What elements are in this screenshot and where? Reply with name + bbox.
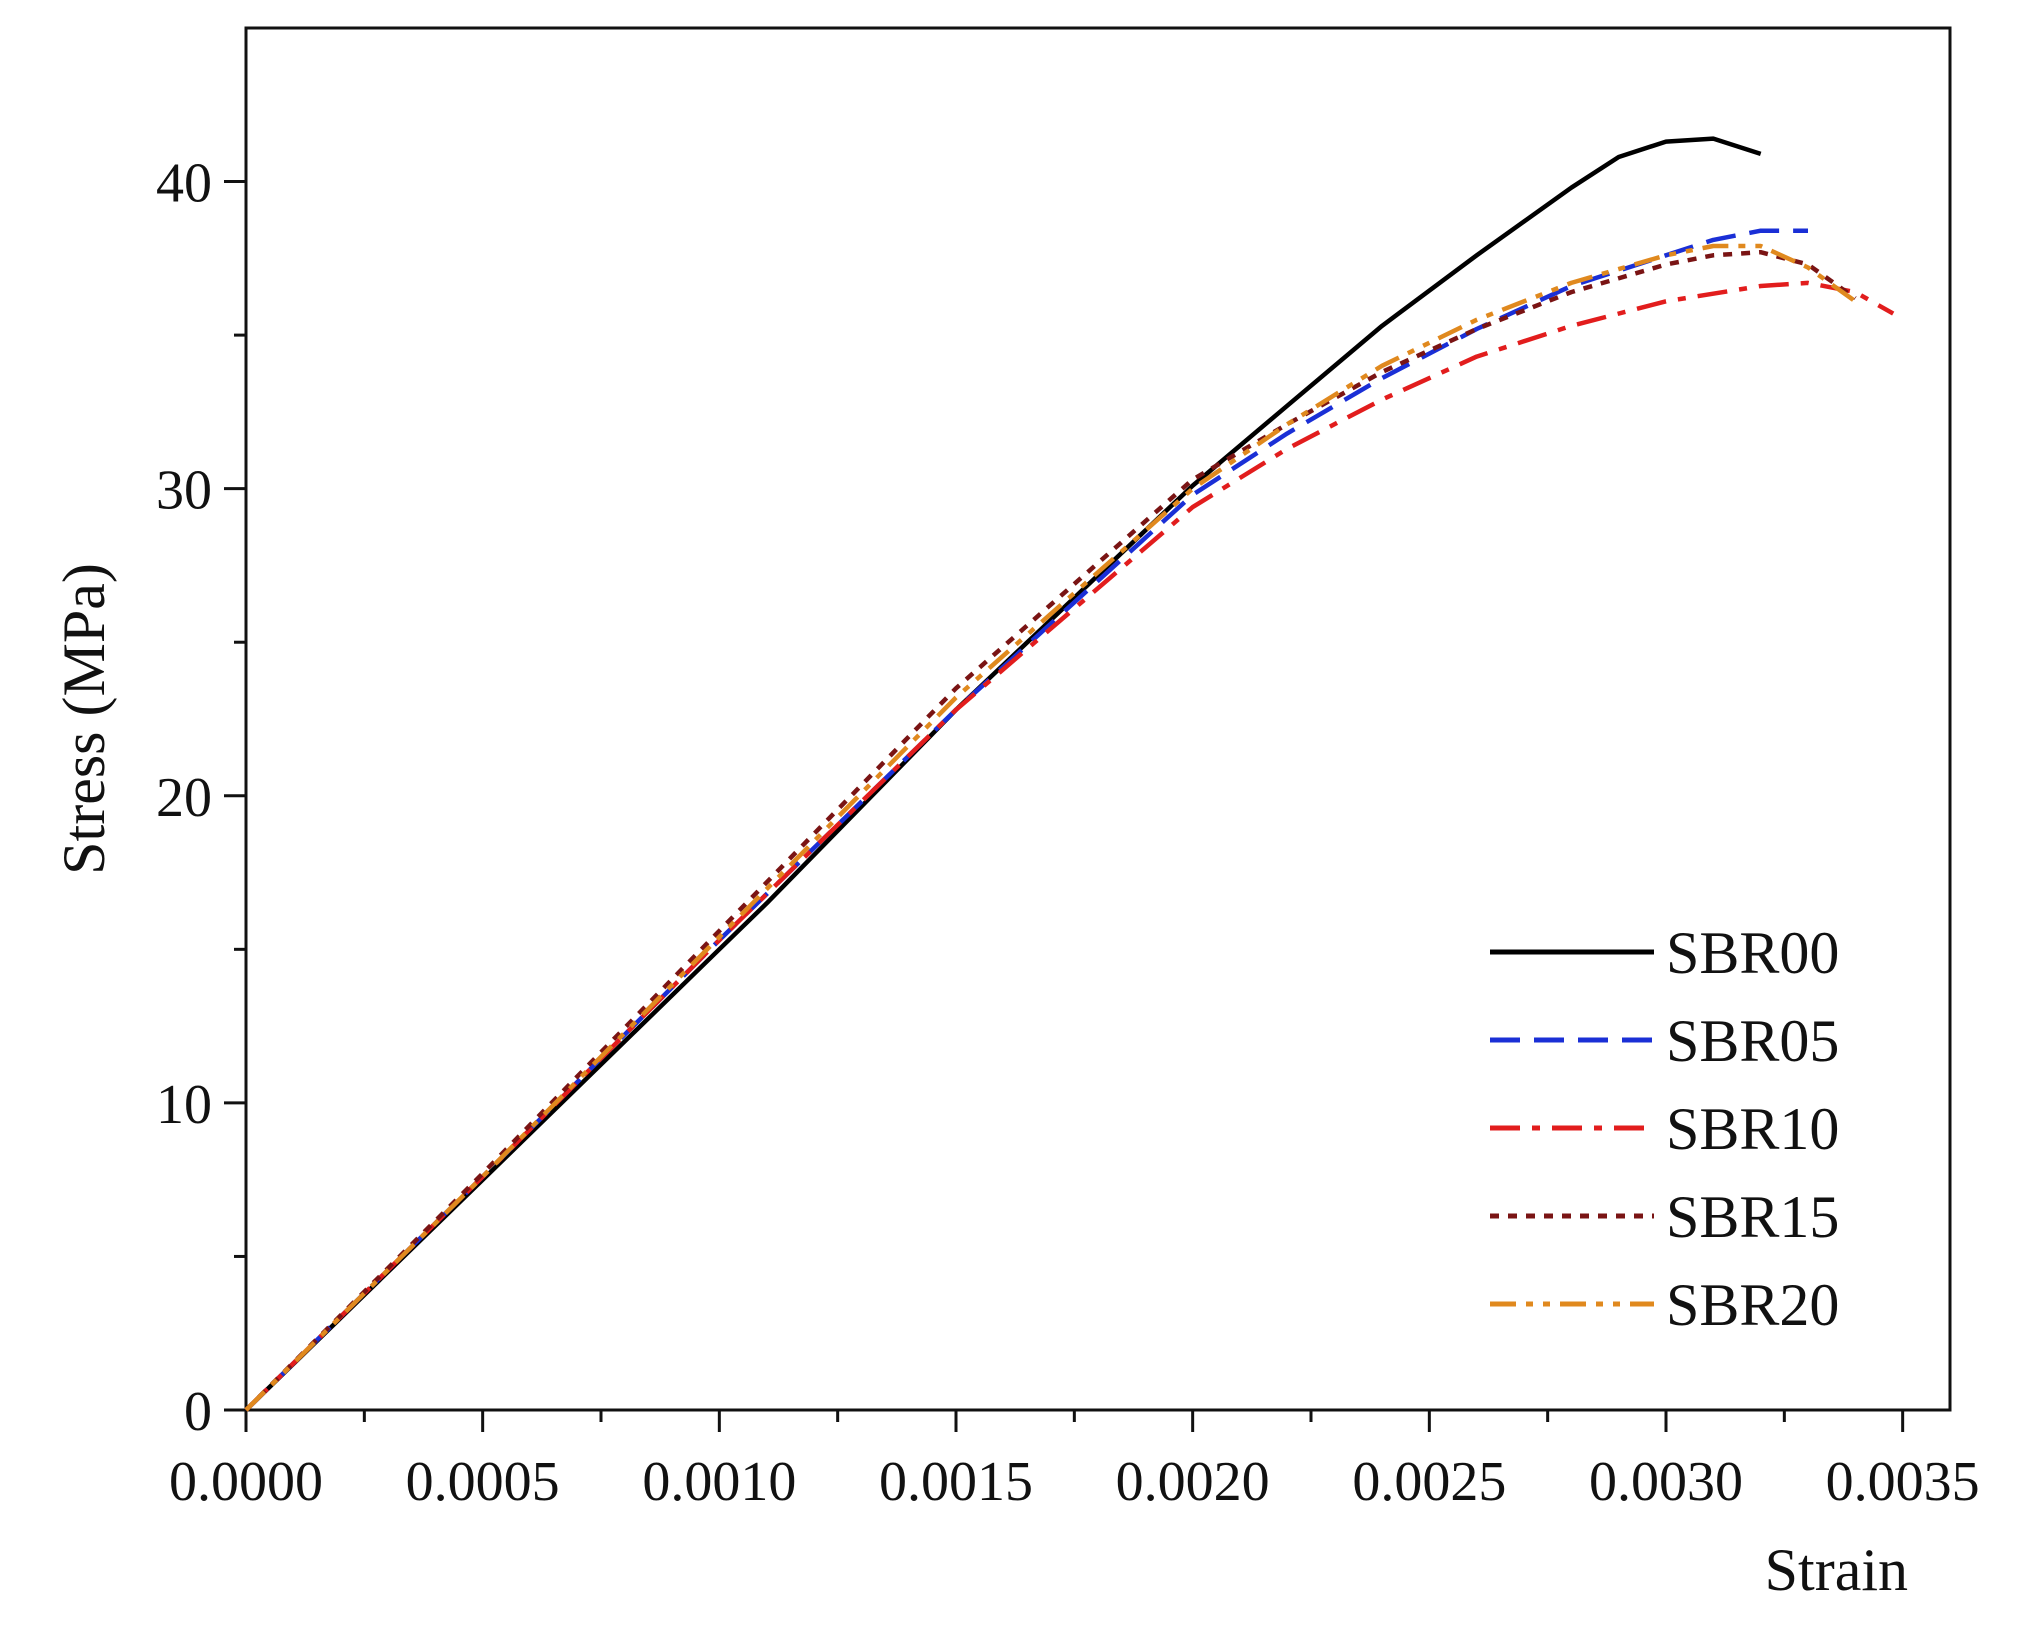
y-axis-title: Stress (MPa) [51, 563, 117, 875]
legend-label-sbr05: SBR05 [1666, 1008, 1839, 1074]
x-axis-title: Strain [1765, 1537, 1908, 1603]
legend-label-sbr00: SBR00 [1666, 920, 1839, 986]
y-tick-label: 10 [156, 1074, 212, 1136]
x-tick-label: 0.0000 [169, 1451, 323, 1513]
legend-label-sbr20: SBR20 [1666, 1272, 1839, 1338]
x-tick-label: 0.0030 [1589, 1451, 1743, 1513]
legend-label-sbr15: SBR15 [1666, 1184, 1839, 1250]
x-tick-label: 0.0015 [879, 1451, 1033, 1513]
series-line-sbr05 [244, 228, 1808, 1412]
series-line-sbr10 [244, 280, 1895, 1412]
x-tick-label: 0.0020 [1116, 1451, 1270, 1513]
x-tick-label: 0.0025 [1352, 1451, 1506, 1513]
series-line-sbr00 [244, 136, 1762, 1412]
x-tick-label: 0.0035 [1826, 1451, 1980, 1513]
y-tick-label: 30 [156, 460, 212, 522]
y-tick-label: 0 [184, 1381, 212, 1443]
y-tick-label: 40 [156, 153, 212, 215]
x-tick-label: 0.0005 [406, 1451, 560, 1513]
y-tick-label: 20 [156, 767, 212, 829]
series-line-sbr20 [244, 243, 1857, 1412]
plot-frame [244, 26, 1952, 1412]
legend-label-sbr10: SBR10 [1666, 1096, 1839, 1162]
series-line-sbr15 [244, 249, 1857, 1412]
x-tick-label: 0.0010 [642, 1451, 796, 1513]
